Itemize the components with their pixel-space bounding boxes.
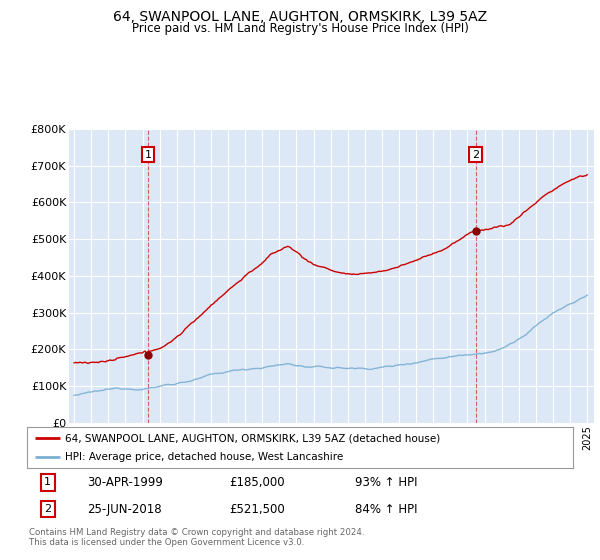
Text: 1: 1	[145, 150, 152, 160]
Text: 64, SWANPOOL LANE, AUGHTON, ORMSKIRK, L39 5AZ (detached house): 64, SWANPOOL LANE, AUGHTON, ORMSKIRK, L3…	[65, 433, 440, 443]
Text: 93% ↑ HPI: 93% ↑ HPI	[355, 475, 417, 489]
Text: HPI: Average price, detached house, West Lancashire: HPI: Average price, detached house, West…	[65, 452, 343, 461]
Text: £521,500: £521,500	[229, 502, 285, 516]
Text: 25-JUN-2018: 25-JUN-2018	[87, 502, 161, 516]
Text: Price paid vs. HM Land Registry's House Price Index (HPI): Price paid vs. HM Land Registry's House …	[131, 22, 469, 35]
Text: 84% ↑ HPI: 84% ↑ HPI	[355, 502, 417, 516]
Text: 2: 2	[44, 504, 52, 514]
Text: 64, SWANPOOL LANE, AUGHTON, ORMSKIRK, L39 5AZ: 64, SWANPOOL LANE, AUGHTON, ORMSKIRK, L3…	[113, 10, 487, 24]
Text: 30-APR-1999: 30-APR-1999	[87, 475, 163, 489]
Text: 1: 1	[44, 477, 51, 487]
Text: £185,000: £185,000	[229, 475, 284, 489]
Text: 2: 2	[472, 150, 479, 160]
Text: Contains HM Land Registry data © Crown copyright and database right 2024.
This d: Contains HM Land Registry data © Crown c…	[29, 528, 364, 547]
